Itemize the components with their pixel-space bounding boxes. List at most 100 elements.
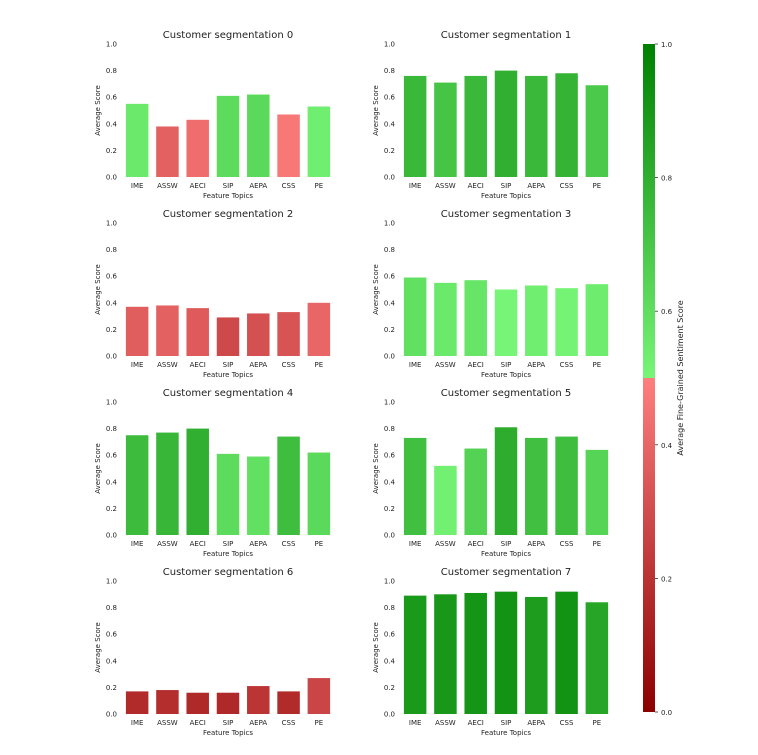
subplot-7: Customer segmentation 7 0.0 0.2 0.4 0.6 0.8 1.… bbox=[372, 567, 609, 737]
bar-assw bbox=[156, 305, 179, 356]
y-tick-label: 1.0 bbox=[106, 220, 117, 228]
y-tick-label: 0.6 bbox=[106, 273, 118, 281]
x-tick-label: PE bbox=[315, 182, 324, 190]
x-tick-label: PE bbox=[593, 182, 602, 190]
x-tick-label: ASSW bbox=[435, 182, 456, 190]
colorbar-label: Average Fine-Grained Sentiment Score bbox=[676, 300, 685, 455]
y-tick-label: 0.4 bbox=[106, 120, 118, 128]
x-tick-label: SIP bbox=[501, 719, 512, 727]
bar-sip bbox=[216, 453, 240, 535]
x-tick-label: AECI bbox=[468, 361, 484, 369]
x-tick-label: CSS bbox=[560, 182, 574, 190]
x-tick-label: SIP bbox=[501, 361, 512, 369]
bar-css bbox=[277, 691, 300, 714]
bar-pe bbox=[585, 449, 609, 535]
y-tick-label: 0.2 bbox=[384, 684, 395, 692]
colorbar-tick-label: 0.4 bbox=[661, 442, 673, 450]
y-tick-label: 0.2 bbox=[384, 505, 395, 513]
bar-sip bbox=[216, 95, 240, 177]
bar-ime bbox=[403, 595, 427, 714]
x-tick-label: CSS bbox=[282, 361, 296, 369]
x-axis-label: Feature Topics bbox=[203, 192, 253, 200]
bar-sip bbox=[494, 591, 518, 714]
colorbar-tick-label: 1.0 bbox=[661, 41, 672, 49]
x-axis-label: Feature Topics bbox=[203, 729, 253, 737]
y-tick-label: 0.4 bbox=[384, 657, 396, 665]
y-axis-label: Average Score bbox=[372, 443, 380, 494]
y-tick-label: 1.0 bbox=[106, 399, 117, 407]
x-tick-label: IME bbox=[409, 361, 422, 369]
x-tick-label: PE bbox=[593, 719, 602, 727]
bar-aeci bbox=[186, 428, 209, 535]
y-tick-label: 0.8 bbox=[106, 425, 117, 433]
y-tick-label: 0.2 bbox=[106, 684, 117, 692]
x-tick-label: ASSW bbox=[157, 719, 178, 727]
x-tick-label: AEPA bbox=[527, 540, 545, 548]
x-tick-label: SIP bbox=[501, 182, 512, 190]
y-tick-label: 1.0 bbox=[384, 220, 395, 228]
x-tick-label: PE bbox=[593, 540, 602, 548]
y-tick-label: 1.0 bbox=[384, 41, 395, 49]
x-tick-label: ASSW bbox=[157, 361, 178, 369]
x-tick-label: AECI bbox=[190, 182, 206, 190]
bar-aepa bbox=[247, 686, 270, 714]
x-tick-label: AECI bbox=[468, 540, 484, 548]
x-tick-label: IME bbox=[131, 361, 144, 369]
y-tick-label: 0.8 bbox=[106, 604, 117, 612]
y-tick-label: 0.4 bbox=[384, 299, 396, 307]
bar-pe bbox=[307, 452, 331, 535]
subplot-1: Customer segmentation 1 0.0 0.2 0.4 0.6 0.8 1.… bbox=[372, 30, 609, 200]
y-axis-label: Average Score bbox=[94, 85, 102, 136]
x-tick-label: CSS bbox=[560, 361, 574, 369]
y-axis-label: Average Score bbox=[372, 622, 380, 673]
y-tick-label: 0.8 bbox=[384, 604, 395, 612]
bar-ime bbox=[403, 75, 427, 177]
bar-pe bbox=[307, 106, 331, 177]
colorbar-scale bbox=[643, 44, 655, 712]
bar-css bbox=[555, 436, 578, 535]
bar-ime bbox=[403, 437, 427, 535]
subplot-title: Customer segmentation 3 bbox=[441, 209, 571, 220]
bar-css bbox=[555, 591, 578, 714]
bar-aepa bbox=[247, 313, 270, 356]
y-tick-label: 0.4 bbox=[384, 120, 396, 128]
bar-css bbox=[555, 288, 578, 356]
x-tick-label: ASSW bbox=[435, 361, 456, 369]
bar-ime bbox=[125, 691, 149, 714]
x-tick-label: PE bbox=[315, 361, 324, 369]
x-tick-label: IME bbox=[131, 182, 144, 190]
subplot-4: Customer segmentation 4 0.0 0.2 0.4 0.6 0.8 1.… bbox=[94, 388, 331, 558]
x-tick-label: CSS bbox=[282, 540, 296, 548]
bar-aepa bbox=[525, 285, 548, 356]
x-tick-label: IME bbox=[131, 719, 144, 727]
y-tick-label: 0.6 bbox=[384, 452, 396, 460]
colorbar-tick-label: 0.6 bbox=[661, 308, 673, 316]
y-tick-label: 0.0 bbox=[384, 353, 395, 361]
colorbar: 0.0 0.2 0.4 0.6 0.8 1.0 Average Fine-Grained S… bbox=[643, 41, 685, 717]
y-tick-label: 0.6 bbox=[106, 94, 118, 102]
bar-aepa bbox=[247, 456, 270, 535]
subplot-title: Customer segmentation 7 bbox=[441, 567, 571, 578]
x-tick-label: ASSW bbox=[435, 719, 456, 727]
subplot-title: Customer segmentation 2 bbox=[163, 209, 293, 220]
bar-aeci bbox=[186, 119, 209, 177]
x-tick-label: SIP bbox=[223, 719, 234, 727]
x-tick-label: CSS bbox=[560, 540, 574, 548]
bar-assw bbox=[156, 126, 179, 177]
subplot-title: Customer segmentation 6 bbox=[163, 567, 293, 578]
x-tick-label: PE bbox=[315, 719, 324, 727]
x-tick-label: IME bbox=[409, 182, 422, 190]
x-tick-label: PE bbox=[593, 361, 602, 369]
y-tick-label: 0.4 bbox=[106, 657, 118, 665]
y-tick-label: 0.2 bbox=[384, 147, 395, 155]
x-tick-label: AECI bbox=[468, 182, 484, 190]
y-axis-label: Average Score bbox=[94, 622, 102, 673]
subplot-title: Customer segmentation 1 bbox=[441, 30, 571, 41]
x-tick-label: IME bbox=[409, 540, 422, 548]
y-tick-label: 0.0 bbox=[106, 532, 117, 540]
y-tick-label: 0.0 bbox=[106, 353, 117, 361]
x-tick-label: ASSW bbox=[157, 540, 178, 548]
subplot-3: Customer segmentation 3 0.0 0.2 0.4 0.6 0.8 1.… bbox=[372, 209, 609, 379]
x-tick-label: SIP bbox=[223, 361, 234, 369]
x-axis-label: Feature Topics bbox=[481, 550, 531, 558]
